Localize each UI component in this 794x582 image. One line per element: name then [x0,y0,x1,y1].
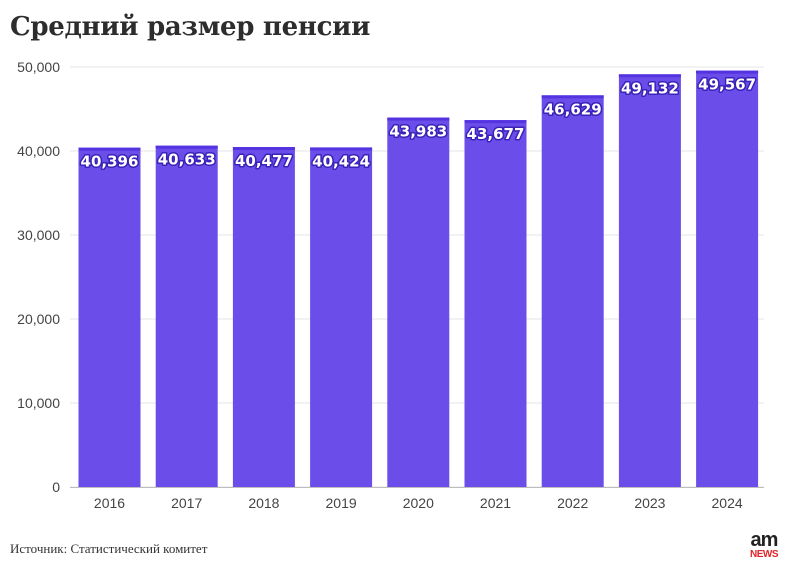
bar-value-label: 49,132 [621,79,679,97]
bar-cap [78,147,141,151]
bar-value-label: 40,424 [312,152,370,170]
logo-text-bottom: NEWS [750,549,779,560]
x-tick-label: 2018 [248,495,279,511]
bar-value-label: 43,677 [467,125,525,143]
bar-cap [618,74,681,78]
bar-cap [464,120,527,124]
bar [78,147,141,488]
bar-cap [541,95,604,99]
bar-value-label: 40,477 [235,152,293,170]
bar-cap [232,146,295,150]
y-tick-label: 40,000 [17,143,60,159]
bar-value-label: 46,629 [544,100,602,118]
x-tick-label: 2021 [480,495,511,511]
x-tick-label: 2016 [94,495,125,511]
y-tick-label: 50,000 [17,59,60,75]
bar [464,120,527,488]
bar-cap [387,117,450,121]
y-tick-label: 0 [52,479,60,495]
y-tick-label: 20,000 [17,311,60,327]
bar [541,95,604,487]
bar [387,117,450,488]
logo-text-top: am [750,529,779,551]
bar [232,146,295,487]
x-tick-label: 2022 [557,495,588,511]
x-tick-label: 2019 [326,495,357,511]
x-tick-label: 2024 [712,495,743,511]
bar-value-label: 43,983 [389,123,447,141]
bar-value-label: 40,633 [158,151,216,169]
bar-cap [310,147,373,151]
bar [155,145,218,487]
bar-value-label: 49,567 [698,76,756,94]
bar-cap [696,70,759,74]
y-tick-label: 30,000 [17,227,60,243]
x-tick-label: 2020 [403,495,434,511]
bar-cap [155,145,218,149]
am-news-logo: am NEWS [747,529,781,565]
bar [618,74,681,487]
source-note: Источник: Статистический комитет [10,541,208,556]
x-tick-label: 2017 [171,495,202,511]
y-tick-label: 10,000 [17,395,60,411]
chart-title: Средний размер пенсии [10,12,371,42]
bar-value-label: 40,396 [81,153,139,171]
x-tick-label: 2023 [634,495,665,511]
bar [696,70,759,487]
bar [310,147,373,487]
